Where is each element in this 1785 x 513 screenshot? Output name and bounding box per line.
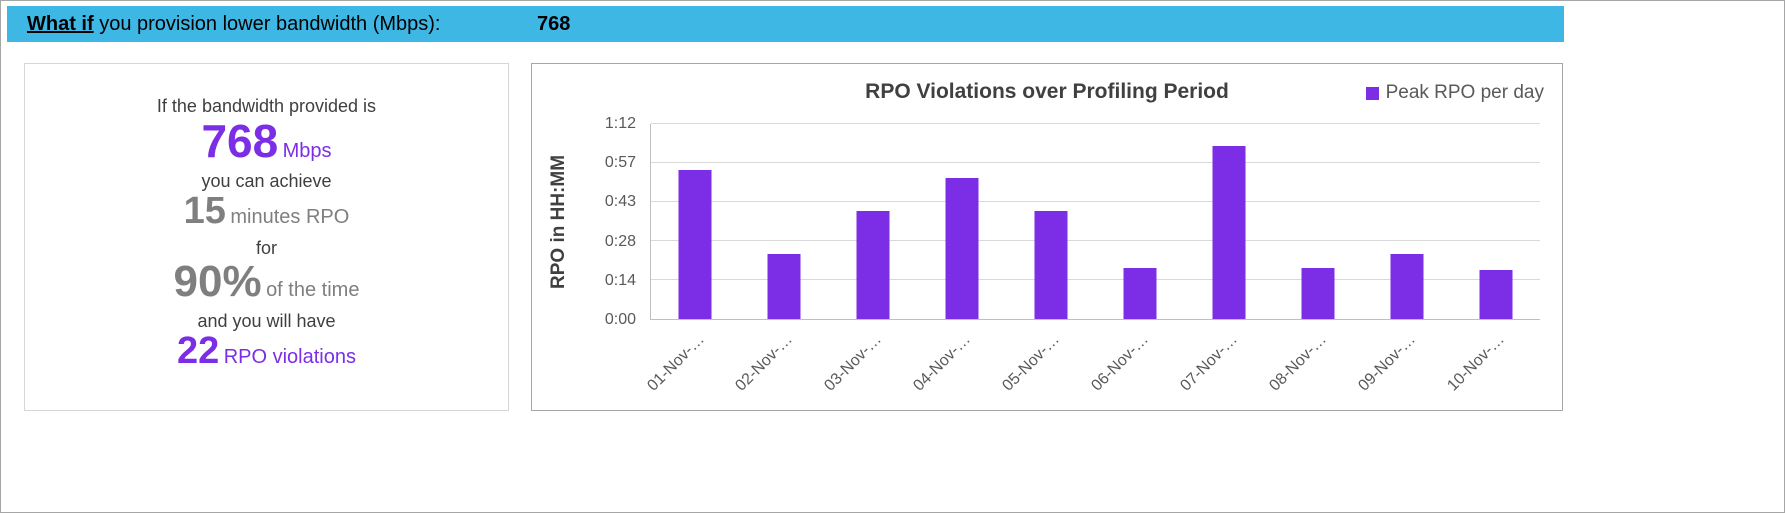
summary-line-2: you can achieve (201, 171, 332, 192)
bar-07-Nov-…[interactable] (1212, 145, 1246, 319)
x-axis-label: 05-Nov-… (999, 331, 1064, 395)
bar-03-Nov-…[interactable] (856, 210, 890, 319)
gridline (651, 279, 1540, 280)
y-axis-title: RPO in HH:MM (548, 154, 569, 290)
bar-06-Nov-…[interactable] (1123, 267, 1157, 319)
rpo-chart-card: RPO Violations over Profiling Period Pea… (531, 63, 1563, 411)
bar-04-Nov-…[interactable] (945, 178, 979, 319)
bar-05-Nov-…[interactable] (1034, 210, 1068, 319)
chart-title: RPO Violations over Profiling Period (865, 80, 1229, 103)
gridline (651, 162, 1540, 163)
bar-02-Nov-…[interactable] (767, 254, 801, 319)
gridline (651, 240, 1540, 241)
violations-unit: RPO violations (223, 346, 356, 369)
x-axis-label: 03-Nov-… (821, 331, 886, 395)
percent-summary: 90% of the time (25, 259, 508, 305)
x-axis-label: 09-Nov-… (1355, 331, 1419, 395)
violations-summary: 22 RPO violations (25, 330, 508, 373)
bar-01-Nov-…[interactable] (678, 170, 712, 319)
bar-slot: 09-Nov-… (1355, 124, 1451, 395)
x-axis-label: 10-Nov-… (1443, 331, 1508, 395)
y-axis-tick-label: 0:14 (604, 271, 636, 289)
x-axis-label: 06-Nov-… (1088, 331, 1152, 395)
bar-slot: 06-Nov-… (1088, 124, 1185, 395)
percent-value: 90% (173, 257, 262, 307)
y-axis-tick-label: 0:00 (604, 311, 636, 328)
bandwidth-input-value[interactable]: 768 (537, 12, 571, 35)
y-axis-tick-label: 1:12 (604, 115, 636, 132)
summary-line-3: for (255, 238, 277, 259)
whatif-header-bar: What if you provision lower bandwidth (M… (7, 6, 1564, 42)
bar-slot: 05-Nov-… (999, 124, 1096, 395)
rpo-summary: 15 minutes RPO (25, 190, 508, 233)
x-axis-label: 01-Nov-… (643, 331, 708, 395)
bar-slot: 02-Nov-… (733, 124, 829, 395)
bandwidth-summary: 768 Mbps (25, 117, 508, 165)
legend-label: Peak RPO per day (1385, 82, 1544, 103)
summary-line-1: If the bandwidth provided is (156, 96, 377, 116)
bandwidth-unit: Mbps (282, 140, 332, 162)
whatif-label: What if (27, 12, 94, 35)
x-axis-label: 07-Nov-… (1177, 331, 1241, 395)
violations-value: 22 (176, 330, 220, 373)
summary-card: If the bandwidth provided is 768 Mbps yo… (24, 63, 509, 411)
rpo-unit: minutes RPO (230, 206, 350, 229)
bar-slot: 04-Nov-… (911, 124, 1007, 395)
y-axis-tick-label: 0:43 (604, 193, 636, 211)
bar-09-Nov-…[interactable] (1390, 254, 1424, 319)
y-axis: 0:00 0:14 0:28 0:43 0:57 1:12 (580, 115, 646, 328)
legend-swatch (1365, 86, 1379, 100)
bar-slot: 08-Nov-… (1266, 124, 1362, 395)
header-question-text: you provision lower bandwidth (Mbps): (93, 12, 441, 35)
bar-slot: 07-Nov-… (1177, 124, 1273, 395)
x-axis-label: 04-Nov-… (910, 331, 975, 395)
plot-area: 01-Nov-… 02-Nov-… 03-Nov-… 04-Nov-… 05-Nov-…… (644, 123, 1540, 395)
rpo-value: 15 (183, 190, 226, 233)
x-axis-label: 08-Nov-… (1266, 331, 1330, 395)
y-axis-tick-label: 0:57 (604, 154, 636, 172)
y-axis-tick-label: 0:28 (604, 232, 636, 250)
chart-legend[interactable]: Peak RPO per day (1365, 82, 1544, 104)
gridline (651, 201, 1540, 202)
x-axis-label: 02-Nov-… (732, 331, 797, 395)
percent-unit: of the time (266, 279, 360, 302)
bar-slot: 03-Nov-… (822, 124, 918, 395)
bar-10-Nov-…[interactable] (1479, 270, 1513, 319)
bandwidth-value: 768 (201, 115, 279, 167)
bar-slot: 10-Nov-… (1444, 124, 1540, 395)
bar-08-Nov-…[interactable] (1301, 267, 1335, 319)
summary-line-4: and you will have (197, 311, 336, 332)
gridline (651, 123, 1540, 124)
bar-slot: 01-Nov-… (644, 124, 740, 395)
